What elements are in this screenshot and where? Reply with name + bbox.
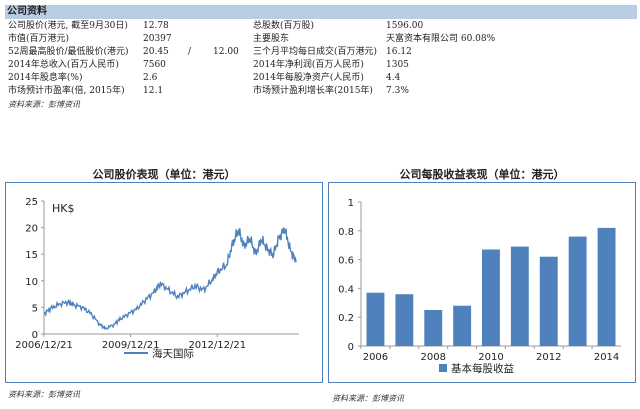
price-chart: HK$ 0 5 10 15 20 25 2006/12/21 2009/12/21 2012/1…: [5, 182, 323, 383]
info-label: 市场预计盈利增长率(2015年): [253, 86, 373, 96]
x-tick-label: 2012: [536, 352, 561, 363]
y-tick-label: 0.4: [338, 284, 354, 295]
x-tick-label: 2012/12/21: [188, 340, 246, 351]
x-tick-label: 2009/12/21: [102, 340, 160, 351]
info-label: 2014年总收入(百万人民币): [8, 60, 119, 70]
info-label: 三个月平均每日成交(百万港元): [253, 47, 378, 57]
eps-bar: [482, 249, 500, 346]
eps-bar: [510, 246, 529, 346]
info-value: 20.45: [143, 47, 169, 57]
price-chart-svg: HK$ 0 5 10 15 20 25 2006/12/21 2009/12/21 2012/1…: [15, 197, 299, 360]
price-chart-source: 资料来源：彭博资讯: [8, 390, 80, 399]
info-source: 资料来源：彭博资讯: [8, 100, 80, 109]
info-label: 市场预计市盈率(倍, 2015年): [8, 86, 125, 96]
info-value: 12.00: [213, 47, 239, 57]
x-tick-label: 2006/12/21: [15, 340, 73, 351]
info-label: 总股数(百万股): [253, 21, 315, 31]
info-label: 主要股东: [253, 34, 290, 44]
y-tick-label: 0: [32, 330, 38, 341]
x-tick-label: 2014: [594, 352, 619, 363]
info-row: 市值(百万港元) 20397 主要股东 天富资本有限公司 60.08%: [8, 33, 628, 46]
eps-bar: [453, 305, 472, 346]
eps-chart-source: 资料来源：彭博资讯: [332, 394, 404, 403]
eps-bar: [597, 227, 616, 346]
info-value: 12.78: [143, 21, 169, 31]
x-tick-label: 2010: [478, 352, 503, 363]
price-chart-title: 公司股价表现（单位：港元）: [92, 168, 236, 181]
info-value: 1596.00: [386, 21, 424, 31]
info-value: 1305: [386, 60, 409, 70]
info-value: 4.4: [386, 73, 401, 83]
info-row: 52周最高股价/最低股价(港元) 20.45 / 12.00 三个月平均每日成交…: [8, 46, 628, 59]
y-tick-label: 15: [25, 250, 38, 261]
y-tick-label: 0: [348, 342, 354, 353]
y-tick-label: 1: [348, 198, 354, 209]
info-row: 2014年股息率(%) 2.6 2014年每股净资产(人民币) 4.4: [8, 72, 628, 85]
eps-bar: [395, 294, 414, 346]
info-value: 20397: [143, 34, 172, 44]
info-label: 2014年每股净资产(人民币): [253, 73, 364, 83]
eps-bar: [424, 310, 443, 346]
info-value: 7.3%: [386, 86, 409, 96]
info-label: 2014年净利润(百万人民币): [253, 60, 364, 70]
legend-label: 海天国际: [152, 347, 194, 360]
info-value: 2.6: [143, 73, 158, 83]
info-value: 天富资本有限公司 60.08%: [386, 34, 496, 44]
info-row: 公司股价(港元, 截至9月30日) 12.78 总股数(百万股) 1596.00: [8, 20, 628, 33]
info-value: 12.1: [143, 86, 164, 96]
info-label: 52周最高股价/最低股价(港元): [8, 47, 129, 57]
eps-bar: [366, 292, 385, 346]
y-tick-label: 0.8: [338, 227, 354, 238]
legend-bar-marker: [439, 364, 447, 372]
info-header: 公司资料: [5, 5, 637, 19]
y-tick-label: 5: [32, 303, 38, 314]
info-label: 公司股价(港元, 截至9月30日): [8, 21, 128, 31]
eps-bar: [539, 256, 558, 346]
info-label: 2014年股息率(%): [8, 73, 83, 83]
info-value: 16.12: [386, 47, 412, 57]
eps-chart-title: 公司每股收益表现（单位：港元）: [399, 168, 565, 181]
info-separator: /: [188, 47, 192, 57]
y-tick-label: 0.2: [338, 313, 354, 324]
eps-chart-svg: 0 0.2 0.4 0.6 0.8 1 2006 2008 2010 2012 2014 基本每股收益: [338, 198, 621, 375]
info-value: 7560: [143, 60, 166, 70]
info-table: 公司股价(港元, 截至9月30日) 12.78 总股数(百万股) 1596.00…: [8, 20, 628, 98]
x-tick-label: 2006: [363, 352, 388, 363]
y-tick-label: 10: [25, 277, 38, 288]
y-tick-label: 25: [25, 197, 38, 208]
eps-chart: 0 0.2 0.4 0.6 0.8 1 2006 2008 2010 2012 2014 基本每股收益: [328, 182, 636, 383]
info-label: 市值(百万港元): [8, 34, 70, 44]
y-tick-label: 20: [25, 224, 38, 235]
info-row: 2014年总收入(百万人民币) 7560 2014年净利润(百万人民币) 130…: [8, 59, 628, 72]
eps-bar: [568, 236, 587, 346]
x-tick-label: 2008: [420, 352, 445, 363]
price-line-series: [43, 227, 297, 331]
unit-label: HK$: [52, 202, 74, 215]
y-tick-label: 0.6: [338, 256, 354, 267]
legend-label: 基本每股收益: [451, 362, 514, 375]
info-row: 市场预计市盈率(倍, 2015年) 12.1 市场预计盈利增长率(2015年) …: [8, 85, 628, 98]
